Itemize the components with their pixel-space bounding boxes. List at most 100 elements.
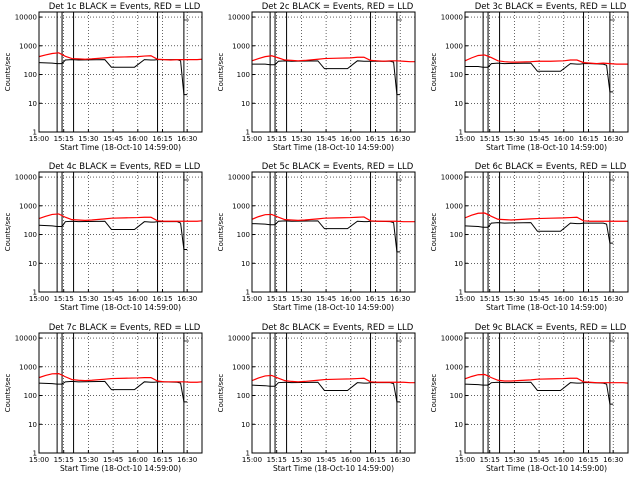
y-tick-label: 100 <box>450 231 463 239</box>
x-tick-label: 15:15 <box>480 135 500 143</box>
x-tick-label: 16:00 <box>341 456 361 464</box>
x-tick-label: 16:30 <box>177 295 197 303</box>
y-tick-label: 1000 <box>19 42 37 50</box>
x-tick-label: 15:30 <box>78 135 98 143</box>
x-tick-label: 15:15 <box>480 456 500 464</box>
y-tick-label: 10 <box>28 100 37 108</box>
series-line-lld <box>38 52 203 61</box>
x-tick-label: 16:30 <box>603 456 623 464</box>
series-line-lld <box>251 55 415 63</box>
y-tick-label: 100 <box>237 392 250 400</box>
y-tick-label: 10 <box>454 100 463 108</box>
y-axis-label: Counts/sec <box>217 53 225 92</box>
x-tick-label: 15:45 <box>529 135 549 143</box>
y-tick-label: 10000 <box>228 335 250 343</box>
series-line-events <box>464 222 614 244</box>
x-tick-label: 15:15 <box>267 135 287 143</box>
y-axis-label: Counts/sec <box>217 213 225 252</box>
x-tick-label: 16:15 <box>365 456 385 464</box>
x-tick-label: 15:00 <box>242 295 262 303</box>
x-tick-label: 15:30 <box>504 295 524 303</box>
y-tick-label: 10000 <box>441 335 463 343</box>
x-tick-label: 15:00 <box>29 456 49 464</box>
y-tick-label: 100 <box>24 71 37 79</box>
marker-bracket <box>183 335 189 342</box>
panel-title: Det 6c BLACK = Events, RED = LLD <box>475 162 627 172</box>
plot-frame <box>251 332 416 454</box>
x-tick-label: 16:15 <box>365 295 385 303</box>
marker-bracket <box>609 14 615 21</box>
marker-bracket <box>609 335 615 342</box>
y-tick-label: 10 <box>241 421 250 429</box>
x-axis-label: Start Time (18-Oct-10 14:59:00) <box>486 143 607 152</box>
x-axis-label: Start Time (18-Oct-10 14:59:00) <box>273 303 394 312</box>
x-tick-label: 15:00 <box>455 135 475 143</box>
x-tick-label: 15:00 <box>455 456 475 464</box>
y-tick-label: 10000 <box>228 14 250 22</box>
plot-frame <box>464 11 629 133</box>
x-axis-label: Start Time (18-Oct-10 14:59:00) <box>486 464 607 473</box>
y-tick-label: 10 <box>28 260 37 268</box>
x-tick-label: 15:30 <box>291 295 311 303</box>
panel-det-1: Det 1c BLACK = Events, RED = LLD 15:00 15:… <box>4 2 203 152</box>
plot-frame <box>251 171 416 293</box>
x-tick-label: 16:00 <box>554 456 574 464</box>
y-tick-label: 1 <box>33 289 37 297</box>
series-line-events <box>465 62 614 93</box>
marker-bracket <box>396 335 402 342</box>
x-tick-label: 15:45 <box>529 456 549 464</box>
x-tick-label: 15:15 <box>267 295 287 303</box>
x-axis-label: Start Time (18-Oct-10 14:59:00) <box>273 464 394 473</box>
series-line-lld <box>251 213 415 223</box>
x-tick-label: 16:00 <box>554 135 574 143</box>
panel-det-3: Det 3c BLACK = Events, RED = LLD 15:00 15:… <box>430 2 629 152</box>
panel-title: Det 3c BLACK = Events, RED = LLD <box>475 2 627 12</box>
x-tick-label: 15:00 <box>29 135 49 143</box>
series-line-events <box>251 381 401 403</box>
y-tick-label: 1 <box>246 450 250 458</box>
x-tick-label: 15:45 <box>103 295 123 303</box>
y-tick-label: 1 <box>33 129 37 137</box>
y-tick-label: 10000 <box>15 335 37 343</box>
y-tick-label: 1 <box>33 450 37 458</box>
y-tick-label: 1000 <box>232 363 250 371</box>
x-axis-label: Start Time (18-Oct-10 14:59:00) <box>60 143 181 152</box>
y-tick-label: 10 <box>454 421 463 429</box>
x-axis-label: Start Time (18-Oct-10 14:59:00) <box>486 303 607 312</box>
x-tick-label: 15:45 <box>316 295 336 303</box>
series-line-lld <box>251 374 415 384</box>
x-tick-label: 16:30 <box>177 456 197 464</box>
y-axis-label: Counts/sec <box>4 374 12 413</box>
x-tick-label: 16:30 <box>177 135 197 143</box>
y-tick-label: 1 <box>246 289 250 297</box>
series-line-lld <box>464 373 629 384</box>
x-tick-label: 16:30 <box>390 456 410 464</box>
y-tick-label: 10000 <box>15 174 37 182</box>
x-axis-label: Start Time (18-Oct-10 14:59:00) <box>60 303 181 312</box>
plot-frame <box>464 332 629 454</box>
y-tick-label: 1000 <box>232 202 250 210</box>
marker-bracket <box>396 14 402 21</box>
panel-title: Det 5c BLACK = Events, RED = LLD <box>262 162 414 172</box>
panel-det-8: Det 8c BLACK = Events, RED = LLD 15:00 15:… <box>217 323 416 473</box>
y-axis-label: Counts/sec <box>217 374 225 413</box>
marker-bracket <box>183 174 189 181</box>
y-tick-label: 10000 <box>228 174 250 182</box>
y-axis-label: Counts/sec <box>430 53 438 92</box>
x-tick-label: 15:00 <box>242 456 262 464</box>
y-tick-label: 1000 <box>19 363 37 371</box>
panel-det-2: Det 2c BLACK = Events, RED = LLD 15:00 15:… <box>217 2 416 152</box>
panel-title: Det 8c BLACK = Events, RED = LLD <box>262 323 414 333</box>
x-tick-label: 16:15 <box>578 456 598 464</box>
panel-title: Det 2c BLACK = Events, RED = LLD <box>262 2 414 12</box>
series-line-events <box>38 59 188 96</box>
plot-frame <box>251 11 416 133</box>
y-tick-label: 100 <box>450 71 463 79</box>
marker-bracket <box>609 174 615 181</box>
x-tick-label: 15:30 <box>504 135 524 143</box>
x-tick-label: 15:00 <box>455 295 475 303</box>
x-tick-label: 15:45 <box>316 456 336 464</box>
x-tick-label: 15:15 <box>480 295 500 303</box>
y-tick-label: 10 <box>241 260 250 268</box>
